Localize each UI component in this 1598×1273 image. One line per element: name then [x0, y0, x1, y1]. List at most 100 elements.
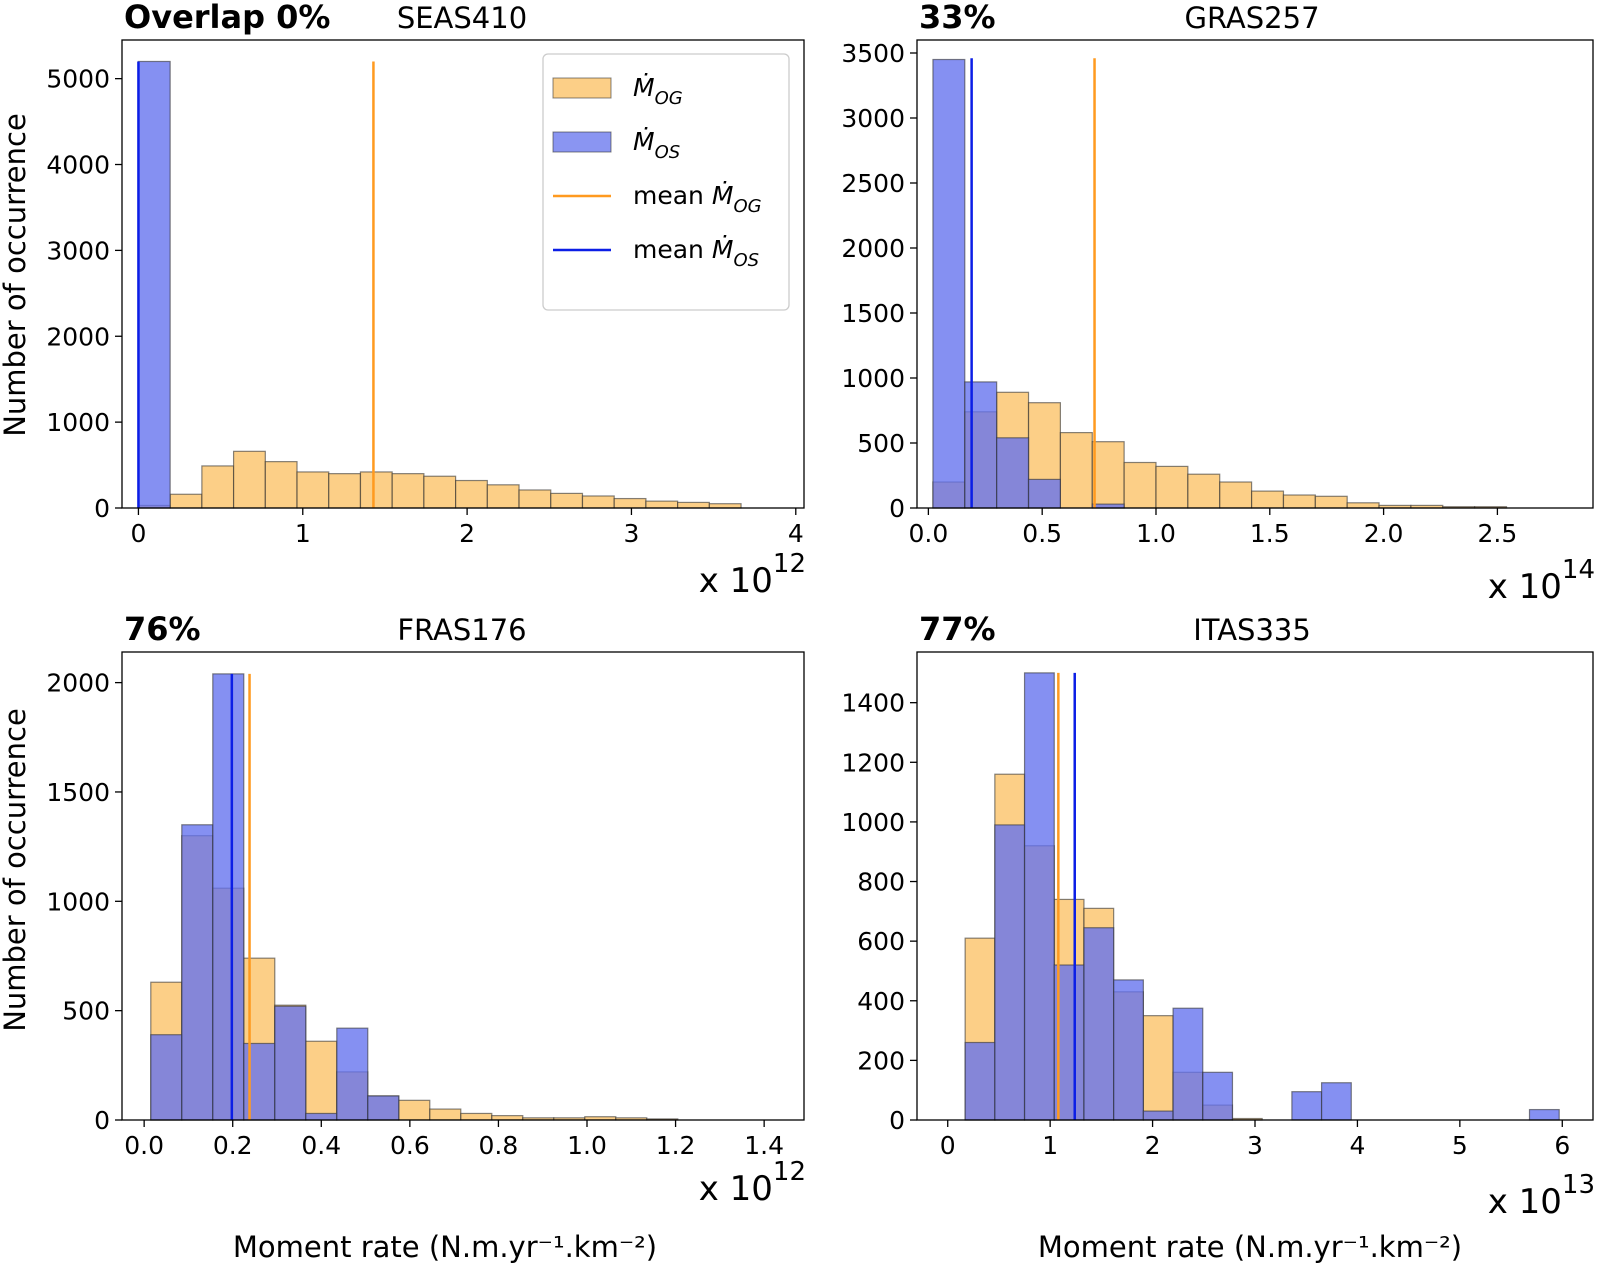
og-bar — [1282, 494, 1316, 509]
os-bar — [1528, 1108, 1560, 1121]
y-tick-label: 1400 — [841, 689, 905, 718]
y-tick-label: 600 — [857, 927, 905, 956]
og-bar — [518, 489, 552, 509]
overlap-label: Overlap 0% — [124, 0, 330, 36]
legend-subscript: OS — [655, 142, 681, 163]
legend-subscript: OG — [655, 88, 683, 109]
x-tick-label: 1 — [1042, 1131, 1058, 1160]
y-tick-label: 2000 — [841, 234, 905, 263]
y-tick-label: 1000 — [46, 408, 110, 437]
og-bar — [1155, 465, 1189, 509]
x-axis-label-left: Moment rate (N.m.yr⁻¹.km⁻²) — [233, 1230, 657, 1264]
y-tick-label: 1500 — [841, 299, 905, 328]
og-bar — [1059, 432, 1093, 509]
y-tick-label: 1000 — [841, 808, 905, 837]
x-tick-label: 0.2 — [213, 1131, 253, 1160]
og-bar — [460, 1112, 493, 1121]
legend-subscript: OS — [733, 250, 759, 271]
legend-label: ṀOS — [633, 127, 680, 163]
x-tick-label: 2.0 — [1364, 519, 1404, 548]
y-tick-label: 200 — [857, 1046, 905, 1075]
overlap-label: 76% — [124, 610, 201, 648]
multiplier-base: x 10 — [699, 561, 773, 601]
os-bar — [137, 60, 171, 509]
os-bar — [1083, 927, 1115, 1121]
os-bar — [274, 1005, 307, 1121]
os-bar — [994, 824, 1026, 1121]
y-tick-label: 1000 — [46, 887, 110, 916]
y-tick-label: 1000 — [841, 364, 905, 393]
og-bar — [486, 484, 520, 509]
os-bar — [1320, 1082, 1352, 1121]
legend-symbol: Ṁ — [633, 127, 655, 156]
x-tick-label: 2 — [459, 519, 475, 548]
og-bar — [645, 500, 679, 509]
og-bar — [201, 465, 235, 509]
y-axis-label-top: Number of occurrence — [0, 113, 32, 437]
os-bar — [1027, 478, 1061, 509]
x-tick-label: 5 — [1452, 1131, 1468, 1160]
os-bar — [367, 1095, 400, 1121]
og-bar — [677, 501, 710, 509]
og-bar — [1091, 441, 1125, 509]
og-bar — [423, 475, 457, 509]
legend-swatch — [552, 77, 612, 99]
og-bar — [1187, 473, 1221, 509]
legend-prefix: mean — [633, 181, 712, 210]
y-tick-label: 1200 — [841, 748, 905, 777]
axis-multiplier: x 1014 — [1488, 555, 1595, 607]
multiplier-base: x 10 — [699, 1169, 773, 1209]
legend-subscript: OG — [733, 196, 761, 217]
y-tick-label: 0 — [889, 1106, 905, 1135]
os-bar — [964, 1041, 996, 1121]
plot-frame — [121, 651, 805, 1121]
multiplier-base: x 10 — [1488, 567, 1562, 607]
og-bar — [1123, 461, 1157, 509]
x-axis-label-right: Moment rate (N.m.yr⁻¹.km⁻²) — [1038, 1230, 1462, 1264]
os-bar — [212, 673, 245, 1121]
site-label: SEAS410 — [397, 1, 527, 35]
multiplier-exponent: 12 — [773, 1157, 806, 1187]
x-tick-label: 4 — [788, 519, 804, 548]
legend-label: mean ṀOG — [633, 181, 762, 217]
x-tick-label: 2.5 — [1478, 519, 1518, 548]
x-tick-label: 1.5 — [1250, 519, 1290, 548]
y-axis-label-bottom: Number of occurrence — [0, 708, 32, 1032]
og-bar — [232, 450, 266, 509]
os-bar — [1023, 672, 1055, 1121]
os-bar — [336, 1027, 369, 1121]
os-bar — [964, 381, 998, 509]
x-tick-label: 0.0 — [908, 519, 948, 548]
y-tick-label: 500 — [62, 997, 110, 1026]
y-tick-label: 5000 — [46, 65, 110, 94]
legend-label: mean ṀOS — [633, 235, 759, 271]
multiplier-exponent: 13 — [1562, 1170, 1595, 1200]
site-label: FRAS176 — [397, 613, 526, 647]
og-bar — [1250, 490, 1285, 509]
x-tick-label: 1.0 — [1136, 519, 1176, 548]
y-tick-label: 2500 — [841, 169, 905, 198]
legend-prefix: mean — [633, 235, 712, 264]
og-bar — [455, 479, 488, 509]
og-bar — [429, 1108, 462, 1121]
legend-swatch — [552, 131, 612, 153]
y-tick-label: 3500 — [841, 39, 905, 68]
os-bar — [1142, 1110, 1174, 1121]
panel-gras257: 0.0 0.5 1.0 1.5 2.0 2.5 0 500 1000 1500 2000 2500 30… — [841, 0, 1595, 607]
x-tick-label: 4 — [1349, 1131, 1365, 1160]
y-tick-label: 0 — [94, 1106, 110, 1135]
plot-frame — [916, 39, 1594, 509]
site-label: ITAS335 — [1193, 613, 1311, 647]
og-bar — [359, 471, 393, 509]
os-bar — [305, 1112, 338, 1121]
x-tick-label: 2 — [1145, 1131, 1161, 1160]
axis-multiplier: x 1013 — [1488, 1170, 1595, 1222]
x-tick-label: 0.8 — [479, 1131, 519, 1160]
y-tick-label: 1500 — [46, 778, 110, 807]
og-bar — [613, 497, 647, 509]
og-bar — [391, 473, 425, 509]
os-bar — [932, 58, 966, 509]
